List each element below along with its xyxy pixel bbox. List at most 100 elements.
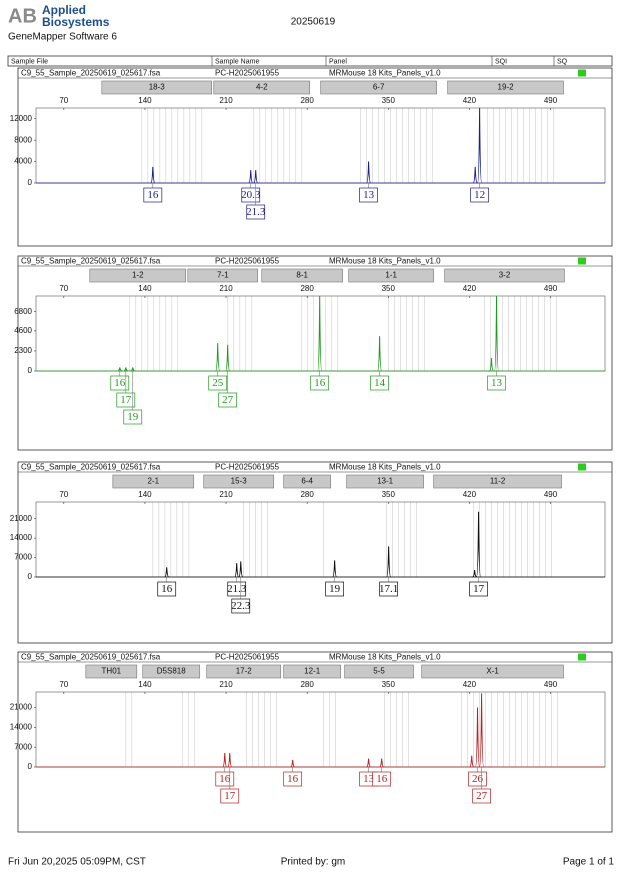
quality-flag xyxy=(578,257,586,265)
allele-label: 16 xyxy=(161,583,173,595)
y-tick-label: 7000 xyxy=(14,553,32,562)
peak xyxy=(215,343,221,372)
brand: Applied xyxy=(42,3,86,17)
allele-box xyxy=(123,409,143,425)
peak xyxy=(222,752,228,768)
allele-box xyxy=(487,375,506,391)
allele-label: 16 xyxy=(376,773,388,785)
allele-box xyxy=(325,581,344,597)
allele-label: 22.3 xyxy=(231,600,251,612)
allele-box xyxy=(227,581,247,597)
marker-box xyxy=(261,268,343,283)
peak xyxy=(366,161,372,184)
y-tick-label: 14000 xyxy=(10,722,33,731)
sample-file: C9_55_Sample_20250619_025617.fsa xyxy=(21,69,161,78)
allele-label: 27 xyxy=(476,790,488,802)
brand: Biosystems xyxy=(42,15,110,29)
allele-label: 17 xyxy=(120,394,132,406)
y-tick-label: 14000 xyxy=(10,533,33,542)
x-tick-label: 140 xyxy=(138,490,152,499)
logo-mark: AB xyxy=(8,5,37,27)
peak xyxy=(234,563,239,578)
y-tick-label: 4000 xyxy=(14,157,32,166)
allele-box xyxy=(110,375,130,391)
peak xyxy=(164,567,169,578)
allele-label: 21.3 xyxy=(246,206,266,218)
allele-label: 20.3 xyxy=(241,189,261,201)
allele-box xyxy=(283,771,303,787)
marker-box xyxy=(101,80,212,95)
sample-name: PC-H2025061955 xyxy=(215,463,280,472)
x-tick-label: 210 xyxy=(219,96,233,105)
marker-box xyxy=(320,80,437,95)
sample-name: PC-H2025061955 xyxy=(215,69,280,78)
marker-name: 6-7 xyxy=(373,83,385,92)
allele-label: 17 xyxy=(224,790,236,802)
marker-name: 8-1 xyxy=(296,271,308,280)
marker-box xyxy=(203,474,274,489)
allele-label: 27 xyxy=(222,394,234,406)
peak xyxy=(117,367,122,372)
allele-box xyxy=(472,788,491,804)
allele-box xyxy=(246,204,266,220)
x-tick-label: 210 xyxy=(219,680,233,689)
peak xyxy=(469,755,474,768)
peak xyxy=(225,344,231,372)
peak xyxy=(489,357,494,372)
peak xyxy=(379,758,384,768)
x-tick-label: 70 xyxy=(59,284,68,293)
marker-box xyxy=(112,474,195,489)
panel-name: MRMouse 18 Kits_Panels_v1.0 xyxy=(329,69,441,78)
marker-name: 13-1 xyxy=(377,477,394,486)
allele-box xyxy=(231,598,251,614)
marker-box xyxy=(85,664,138,679)
peak xyxy=(130,367,135,372)
marker-name: D5S818 xyxy=(157,667,186,676)
allele-label: 16 xyxy=(219,773,231,785)
peak xyxy=(227,752,233,768)
x-tick-label: 350 xyxy=(382,680,396,689)
peak xyxy=(317,295,323,372)
peak xyxy=(475,707,481,768)
marker-name: X-1 xyxy=(486,667,499,676)
allele-label: 14 xyxy=(374,377,386,389)
marker-name: 1-2 xyxy=(132,271,144,280)
allele-label: 17.1 xyxy=(379,583,398,595)
allele-label: 25 xyxy=(212,377,224,389)
marker-name: 6-4 xyxy=(301,477,313,486)
marker-box xyxy=(142,664,201,679)
allele-box xyxy=(116,392,136,408)
sample-file: C9_55_Sample_20250619_025617.fsa xyxy=(21,463,161,472)
quality-flag xyxy=(578,69,586,77)
x-tick-label: 350 xyxy=(382,284,396,293)
footer-date: Fri Jun 20,2025 05:09PM, CST xyxy=(8,857,146,868)
x-tick-label: 490 xyxy=(544,96,558,105)
table-header xyxy=(7,55,613,67)
peak xyxy=(494,295,500,372)
y-tick-label: 2300 xyxy=(14,346,32,355)
marker-box xyxy=(344,664,414,679)
marker-name: TH01 xyxy=(102,667,122,676)
peak xyxy=(248,170,253,184)
allele-label: 13 xyxy=(491,377,503,389)
x-tick-label: 210 xyxy=(219,284,233,293)
column-header: SQI xyxy=(495,58,507,65)
x-tick-label: 280 xyxy=(300,284,314,293)
allele-box xyxy=(359,187,378,203)
footer-page: Page 1 of 1 xyxy=(563,857,615,868)
marker-name: 11-2 xyxy=(490,477,506,486)
peak xyxy=(377,336,383,372)
peak xyxy=(386,546,392,578)
allele-box xyxy=(220,788,240,804)
sample-name: PC-H2025061955 xyxy=(215,257,280,266)
x-tick-label: 350 xyxy=(382,96,396,105)
x-tick-label: 140 xyxy=(138,96,152,105)
x-tick-label: 490 xyxy=(544,490,558,499)
y-tick-label: 7000 xyxy=(14,742,32,751)
allele-box xyxy=(208,375,228,391)
y-tick-label: 0 xyxy=(28,366,33,375)
marker-box xyxy=(433,474,562,489)
allele-box xyxy=(469,581,488,597)
allele-label: 16 xyxy=(114,377,126,389)
x-tick-label: 280 xyxy=(300,490,314,499)
